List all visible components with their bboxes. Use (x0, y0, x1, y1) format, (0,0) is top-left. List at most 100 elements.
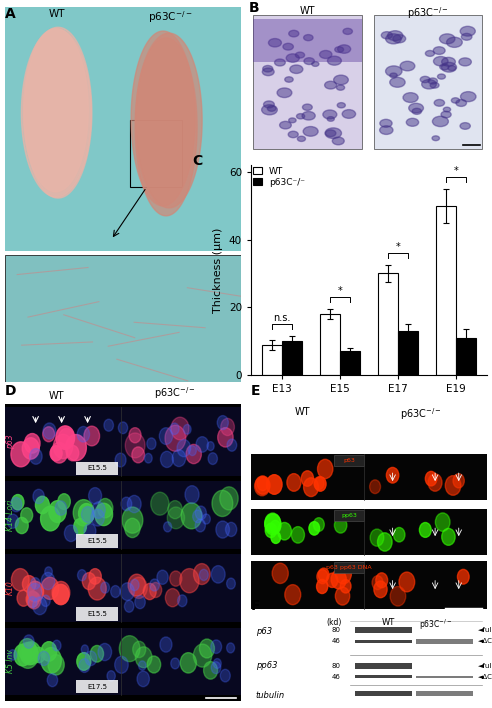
Circle shape (460, 122, 470, 130)
Text: E: E (251, 384, 260, 398)
Circle shape (432, 116, 448, 127)
Circle shape (265, 523, 277, 537)
Circle shape (325, 81, 337, 89)
Circle shape (121, 497, 132, 510)
Circle shape (314, 476, 326, 491)
Circle shape (428, 474, 442, 491)
Bar (262, 345, 282, 375)
Text: K5 Inv: K5 Inv (6, 649, 15, 673)
Circle shape (380, 126, 393, 135)
Circle shape (53, 640, 61, 651)
Polygon shape (135, 38, 197, 216)
Circle shape (323, 110, 337, 119)
Circle shape (291, 527, 305, 543)
Circle shape (262, 68, 274, 76)
Circle shape (23, 576, 36, 593)
Circle shape (275, 59, 285, 66)
Circle shape (118, 422, 127, 434)
Circle shape (319, 50, 332, 59)
Text: E15.5: E15.5 (87, 465, 107, 472)
Circle shape (147, 438, 156, 450)
Bar (251, 509, 487, 555)
Text: *: * (396, 242, 400, 252)
Circle shape (160, 637, 172, 652)
Circle shape (95, 503, 113, 525)
Circle shape (163, 522, 172, 532)
Circle shape (184, 425, 191, 434)
Circle shape (132, 447, 145, 463)
Bar (253, 15, 362, 149)
Circle shape (21, 508, 32, 523)
Bar (436, 205, 456, 375)
Circle shape (171, 658, 180, 669)
Circle shape (211, 662, 221, 674)
Circle shape (422, 79, 436, 89)
Circle shape (101, 582, 110, 593)
Text: 80: 80 (332, 627, 340, 633)
Circle shape (443, 107, 451, 112)
Circle shape (337, 85, 344, 90)
Circle shape (277, 88, 292, 98)
Circle shape (124, 600, 134, 612)
Circle shape (412, 108, 422, 115)
Circle shape (325, 130, 336, 137)
Circle shape (432, 136, 439, 141)
Circle shape (211, 640, 221, 653)
Circle shape (165, 588, 180, 607)
Circle shape (177, 440, 191, 457)
Circle shape (77, 653, 91, 670)
Circle shape (33, 647, 45, 663)
Text: A: A (5, 7, 16, 21)
Circle shape (441, 62, 457, 72)
Circle shape (58, 493, 70, 510)
Bar (416, 639, 473, 644)
Circle shape (89, 488, 102, 504)
Circle shape (327, 117, 334, 121)
Text: WT: WT (295, 406, 310, 416)
Bar (5, 255, 241, 382)
Text: ◄ΔC: ◄ΔC (478, 673, 492, 680)
Circle shape (304, 35, 313, 40)
Circle shape (150, 579, 159, 591)
Circle shape (28, 597, 37, 607)
Circle shape (115, 656, 128, 673)
Circle shape (59, 428, 74, 448)
Bar (334, 455, 364, 466)
Circle shape (38, 651, 50, 666)
Bar (355, 663, 411, 668)
Circle shape (41, 641, 57, 661)
Circle shape (65, 435, 87, 461)
Circle shape (7, 514, 19, 528)
Circle shape (50, 445, 62, 461)
Circle shape (130, 579, 139, 590)
Circle shape (428, 78, 437, 84)
Circle shape (82, 573, 96, 590)
Circle shape (227, 439, 237, 451)
Circle shape (111, 586, 120, 598)
Circle shape (297, 113, 305, 119)
Circle shape (453, 474, 464, 488)
Circle shape (434, 100, 445, 106)
Circle shape (377, 532, 392, 551)
Circle shape (304, 478, 318, 496)
Circle shape (390, 73, 397, 78)
Circle shape (186, 445, 201, 464)
Circle shape (334, 75, 348, 85)
Circle shape (91, 509, 104, 526)
Circle shape (18, 639, 36, 661)
Circle shape (425, 472, 437, 486)
Circle shape (54, 434, 73, 459)
Circle shape (66, 445, 79, 461)
Text: WT: WT (300, 6, 315, 16)
Circle shape (317, 459, 333, 479)
Circle shape (41, 648, 62, 673)
Circle shape (49, 501, 66, 523)
Circle shape (89, 569, 101, 584)
Bar (398, 331, 418, 375)
Bar (355, 691, 411, 696)
Circle shape (337, 103, 345, 108)
Polygon shape (136, 33, 202, 208)
Circle shape (317, 569, 328, 583)
Circle shape (35, 496, 49, 514)
Text: p63: p63 (6, 434, 15, 449)
